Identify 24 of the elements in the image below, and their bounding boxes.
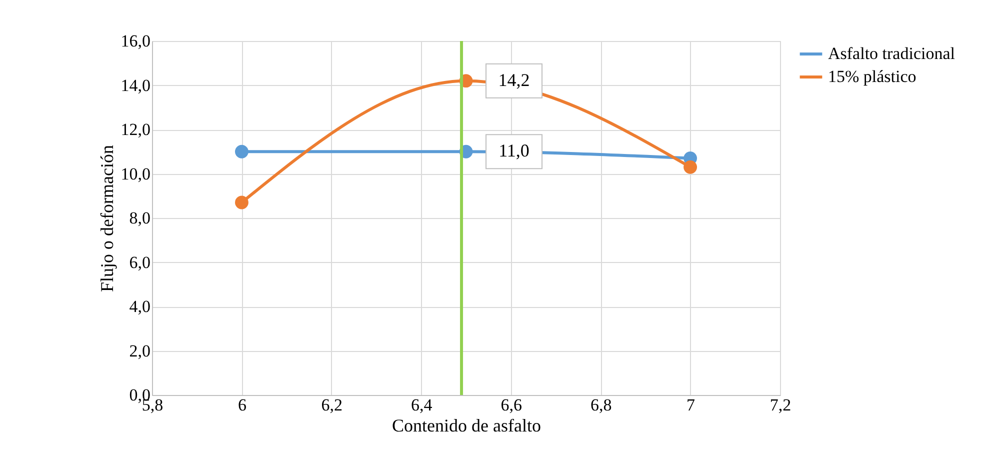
y-tick-label: 8,0 [129,208,150,228]
x-axis-title: Contenido de asfalto [392,416,541,436]
y-tick-label: 6,0 [129,252,150,272]
y-axis-title: Flujo o deformación [96,145,117,292]
x-tick-label: 6,8 [590,396,612,414]
y-tick-label: 4,0 [129,297,150,316]
y-tick-label: 14,0 [120,76,150,95]
data-label: 14,2 [498,70,530,90]
point [235,144,248,158]
x-tick-label: 7 [686,396,696,414]
y-tick-label: 2,0 [129,341,150,360]
data-label: 11,0 [498,140,530,161]
legend-label: 15% plástico [828,67,916,86]
point [684,160,697,174]
x-tick-label: 6,6 [500,396,522,414]
x-tick-label: 6 [238,396,246,414]
point [235,196,248,210]
x-tick-label: 6,4 [411,396,433,414]
legend-label: Asfalto tradicional [828,44,956,63]
y-tick-label: 10,0 [120,164,150,184]
x-tick-label: 6,2 [321,396,343,414]
y-tick-label: 12,0 [120,120,150,139]
y-tick-label: 16,0 [120,32,150,50]
x-tick-label: 7,2 [770,396,792,414]
